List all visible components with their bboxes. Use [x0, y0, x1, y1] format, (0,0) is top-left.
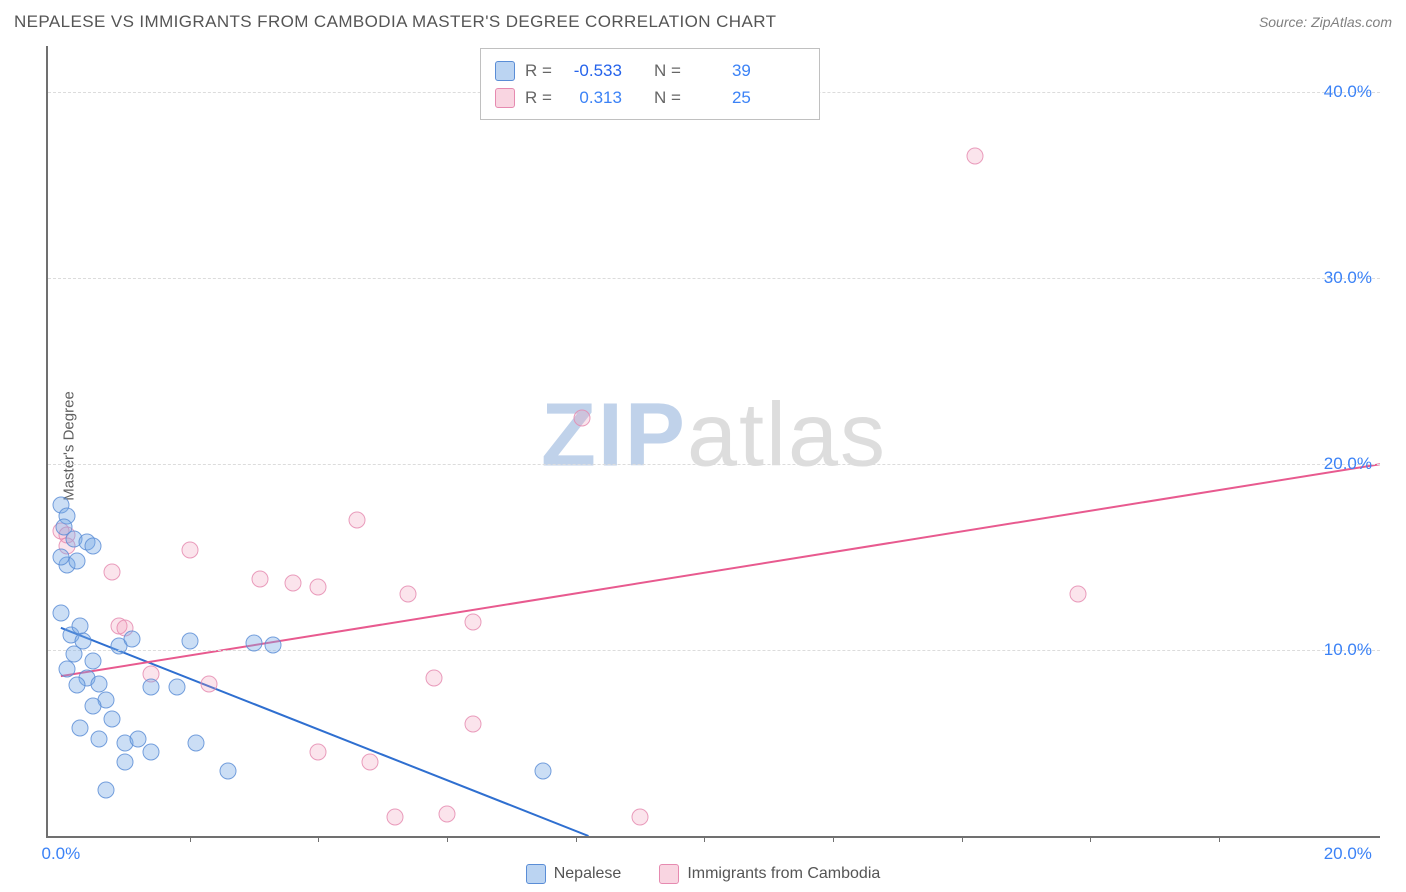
data-point-pink	[400, 586, 417, 603]
scatter-plot-area: ZIPatlas 10.0%20.0%30.0%40.0%0.0%20.0%	[46, 46, 1380, 838]
data-point-blue	[245, 634, 262, 651]
data-point-pink	[574, 409, 591, 426]
xtick-label: 20.0%	[1324, 844, 1372, 864]
data-point-blue	[56, 519, 73, 536]
gridline	[48, 464, 1380, 465]
data-point-blue	[85, 697, 102, 714]
data-point-pink	[426, 670, 443, 687]
data-point-blue	[68, 677, 85, 694]
data-point-blue	[52, 604, 69, 621]
data-point-blue	[91, 675, 108, 692]
data-point-blue	[85, 538, 102, 555]
xtick-mark	[1090, 836, 1091, 842]
data-point-pink	[632, 809, 649, 826]
ytick-label: 10.0%	[1324, 640, 1372, 660]
data-point-blue	[220, 762, 237, 779]
gridline	[48, 278, 1380, 279]
xtick-mark	[833, 836, 834, 842]
data-point-blue	[72, 720, 89, 737]
data-point-blue	[91, 731, 108, 748]
ytick-label: 20.0%	[1324, 454, 1372, 474]
ytick-label: 30.0%	[1324, 268, 1372, 288]
stats-row-pink: R = 0.313 N = 25	[495, 84, 805, 111]
data-point-pink	[200, 675, 217, 692]
swatch-pink-icon	[659, 864, 679, 884]
data-point-pink	[310, 578, 327, 595]
swatch-blue	[495, 61, 515, 81]
ytick-label: 40.0%	[1324, 82, 1372, 102]
data-point-blue	[104, 710, 121, 727]
data-point-blue	[181, 632, 198, 649]
data-point-blue	[117, 753, 134, 770]
data-point-blue	[52, 549, 69, 566]
data-point-blue	[72, 617, 89, 634]
data-point-pink	[464, 716, 481, 733]
data-point-blue	[97, 781, 114, 798]
xtick-label: 0.0%	[41, 844, 80, 864]
data-point-blue	[168, 679, 185, 696]
data-point-blue	[59, 660, 76, 677]
data-point-pink	[104, 564, 121, 581]
data-point-pink	[310, 744, 327, 761]
xtick-mark	[1219, 836, 1220, 842]
data-point-pink	[252, 571, 269, 588]
chart-title: NEPALESE VS IMMIGRANTS FROM CAMBODIA MAS…	[14, 12, 776, 32]
data-point-pink	[284, 575, 301, 592]
legend-item-cambodia: Immigrants from Cambodia	[659, 864, 880, 884]
xtick-mark	[704, 836, 705, 842]
data-point-blue	[123, 630, 140, 647]
stats-row-blue: R = -0.533 N = 39	[495, 57, 805, 84]
xtick-mark	[190, 836, 191, 842]
data-point-pink	[1069, 586, 1086, 603]
source-label: Source: ZipAtlas.com	[1259, 14, 1392, 30]
swatch-blue-icon	[526, 864, 546, 884]
data-point-pink	[387, 809, 404, 826]
data-point-blue	[265, 636, 282, 653]
data-point-pink	[181, 541, 198, 558]
data-point-blue	[142, 744, 159, 761]
xtick-mark	[576, 836, 577, 842]
data-point-blue	[188, 735, 205, 752]
chart-header: NEPALESE VS IMMIGRANTS FROM CAMBODIA MAS…	[14, 8, 1392, 36]
data-point-pink	[438, 805, 455, 822]
watermark: ZIPatlas	[541, 384, 887, 487]
data-point-blue	[535, 762, 552, 779]
gridline	[48, 650, 1380, 651]
xtick-mark	[962, 836, 963, 842]
data-point-pink	[464, 614, 481, 631]
trend-lines-svg	[48, 46, 1380, 836]
legend: Nepalese Immigrants from Cambodia	[0, 864, 1406, 884]
xtick-mark	[447, 836, 448, 842]
legend-item-nepalese: Nepalese	[526, 864, 622, 884]
data-point-pink	[361, 753, 378, 770]
data-point-blue	[142, 679, 159, 696]
swatch-pink	[495, 88, 515, 108]
data-point-pink	[966, 147, 983, 164]
xtick-mark	[318, 836, 319, 842]
data-point-pink	[348, 512, 365, 529]
data-point-blue	[68, 552, 85, 569]
correlation-stats-box: R = -0.533 N = 39 R = 0.313 N = 25	[480, 48, 820, 120]
data-point-blue	[85, 653, 102, 670]
